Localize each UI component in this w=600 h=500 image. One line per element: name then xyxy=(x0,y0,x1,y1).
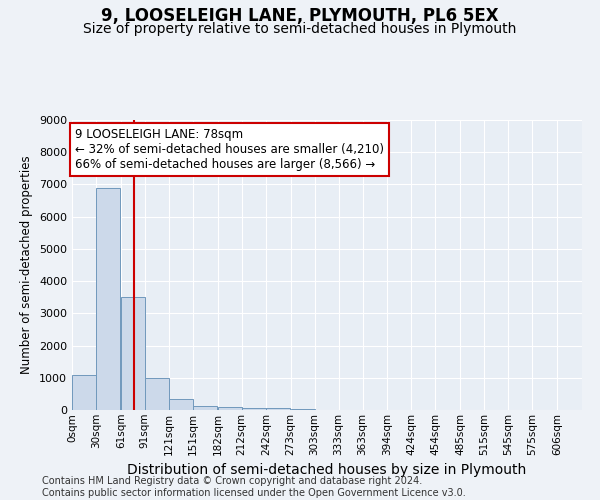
Bar xyxy=(242,408,266,410)
Bar xyxy=(218,408,242,410)
Bar xyxy=(266,408,290,410)
Bar xyxy=(169,398,193,410)
Text: 9 LOOSELEIGH LANE: 78sqm
← 32% of semi-detached houses are smaller (4,210)
66% o: 9 LOOSELEIGH LANE: 78sqm ← 32% of semi-d… xyxy=(75,128,384,171)
Bar xyxy=(193,406,217,410)
Bar xyxy=(72,374,96,410)
Bar xyxy=(290,409,314,410)
Text: 9, LOOSELEIGH LANE, PLYMOUTH, PL6 5EX: 9, LOOSELEIGH LANE, PLYMOUTH, PL6 5EX xyxy=(101,8,499,26)
Bar xyxy=(121,297,145,410)
Bar xyxy=(96,188,120,410)
X-axis label: Distribution of semi-detached houses by size in Plymouth: Distribution of semi-detached houses by … xyxy=(127,463,527,477)
Y-axis label: Number of semi-detached properties: Number of semi-detached properties xyxy=(20,156,34,374)
Bar xyxy=(145,378,169,410)
Text: Size of property relative to semi-detached houses in Plymouth: Size of property relative to semi-detach… xyxy=(83,22,517,36)
Text: Contains HM Land Registry data © Crown copyright and database right 2024.
Contai: Contains HM Land Registry data © Crown c… xyxy=(42,476,466,498)
